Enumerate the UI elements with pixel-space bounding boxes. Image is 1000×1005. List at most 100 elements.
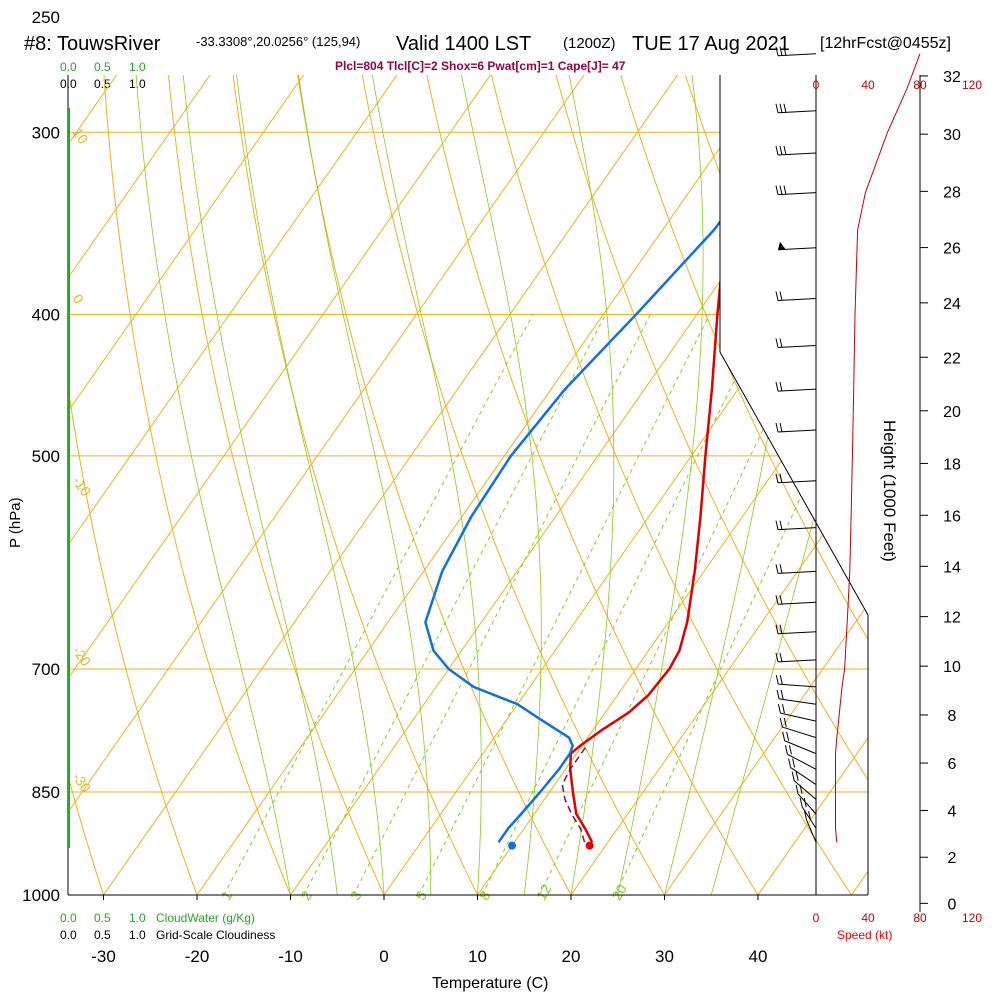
speed-tick-label-top: 120 xyxy=(962,78,982,92)
wind-barb-feather xyxy=(792,772,794,781)
surface-dewpoint-dot xyxy=(508,842,516,850)
mixing-ratio-line xyxy=(419,315,710,895)
speed-tick-label-bottom: 80 xyxy=(913,911,927,925)
dry-adiabat-line xyxy=(223,0,478,895)
temperature-tick-label: 40 xyxy=(749,947,768,966)
wind-barb-feather xyxy=(776,474,778,483)
isotherm-line xyxy=(0,0,194,895)
wind-barb-feather xyxy=(785,745,787,754)
pressure-tick-label: 400 xyxy=(32,306,60,325)
cloudwater-tick: 1.0 xyxy=(129,911,146,925)
pressure-tick-label: 250 xyxy=(32,8,60,27)
upper-mask xyxy=(720,75,880,615)
cloudiness-tick: 0.0 xyxy=(60,77,77,91)
dry-adiabat-line xyxy=(161,0,384,895)
temperature-tick-label: 30 xyxy=(655,947,674,966)
mixing-ratio-line xyxy=(353,315,650,895)
isotherm-line xyxy=(104,0,756,895)
speed-axis-title: Speed (kt) xyxy=(837,928,892,942)
height-tick-label: 28 xyxy=(943,184,961,201)
station-title: #8: TouwsRiver xyxy=(24,33,161,55)
mixing-ratio-label: 20 xyxy=(608,881,630,903)
temperature-axis-title: Temperature (C) xyxy=(432,975,548,992)
pressure-tick-label: 850 xyxy=(32,783,60,802)
height-tick-label: 26 xyxy=(943,241,961,258)
isotherm-label: -10 xyxy=(70,473,95,499)
dry-adiabat-line xyxy=(0,0,10,895)
wind-barb-shaft xyxy=(778,528,816,530)
wind-barb-feather xyxy=(776,521,778,530)
dry-adiabat-line xyxy=(37,0,197,895)
cloudwater-tick: 0.0 xyxy=(60,911,77,925)
height-tick-label: 6 xyxy=(948,756,957,773)
height-tick-label: 20 xyxy=(943,404,961,421)
wind-barb-feather xyxy=(781,690,783,699)
cloud-bottom-labels: 0.0 0.5 1.0 CloudWater (g/Kg) 0.0 0.5 1.… xyxy=(60,911,275,942)
wind-barb-feather xyxy=(780,595,782,604)
speed-tick-label-bottom: 40 xyxy=(861,911,875,925)
isotherm-label: 10 xyxy=(70,125,92,147)
height-tick-label: 8 xyxy=(948,708,957,725)
cloudiness-title: Grid-Scale Cloudiness xyxy=(156,928,275,942)
wind-barb-feather xyxy=(780,653,782,662)
utc-time: (1200Z) xyxy=(563,35,616,52)
stability-indices: Plcl=804 Tlcl[C]=2 Shox=6 Pwat[cm]=1 Cap… xyxy=(335,59,626,73)
temperature-tick-label: 10 xyxy=(468,947,487,966)
temperature-tick-label: -20 xyxy=(185,947,210,966)
cloudiness-tick: 0.0 xyxy=(60,928,77,942)
pressure-ticks: 250 300 400 500 700 850 1000 xyxy=(22,8,60,905)
height-axis-title: Height (1000 Feet) xyxy=(880,420,899,562)
wind-barb-shaft xyxy=(780,713,816,721)
cloudiness-tick: 0.5 xyxy=(94,928,111,942)
isotherm-line xyxy=(384,0,1000,895)
wind-barb-feather xyxy=(780,718,782,727)
wind-barb-feather xyxy=(789,745,791,754)
wind-barb-feather xyxy=(787,732,789,741)
wind-barb-shaft xyxy=(785,741,816,754)
cloudwater-tick: 0.5 xyxy=(94,911,111,925)
height-tick-label: 30 xyxy=(943,127,961,144)
height-tick-label: 10 xyxy=(943,659,961,676)
wind-barb-feather xyxy=(776,564,778,573)
height-tick-label: 0 xyxy=(948,896,957,913)
forecast-label: [12hrFcst@0455z] xyxy=(820,35,951,52)
moist-adiabat-line xyxy=(441,0,541,895)
cloudiness-tick: 1.0 xyxy=(129,928,146,942)
height-tick-label: 32 xyxy=(943,69,961,86)
pressure-tick-label: 300 xyxy=(32,123,60,142)
wind-barb-feather xyxy=(778,704,780,713)
wind-barb-feather xyxy=(796,785,798,794)
speed-tick-label-bottom: 120 xyxy=(962,911,982,925)
wind-barb-feather xyxy=(780,521,782,530)
isotherm-label: -30 xyxy=(70,770,95,796)
wind-barb-feather xyxy=(789,759,791,768)
moist-adiabat-line xyxy=(226,0,385,895)
moist-adiabat-line xyxy=(175,0,338,895)
height-tick-label: 14 xyxy=(943,559,961,576)
wind-barb-shaft xyxy=(778,602,816,604)
pressure-tick-label: 700 xyxy=(32,660,60,679)
pressure-tick-label: 1000 xyxy=(22,886,60,905)
isotherm-line xyxy=(0,0,7,895)
height-tick-label: 12 xyxy=(943,610,961,627)
moist-adiabat-line xyxy=(618,0,703,895)
wind-barb-feather xyxy=(777,690,779,699)
mixing-ratio-line xyxy=(224,315,533,895)
speed-tick-label-top: 80 xyxy=(913,78,927,92)
speed-tick-label-top: 40 xyxy=(861,78,875,92)
wind-barb-feather xyxy=(782,704,784,713)
wind-barb-feather xyxy=(800,798,802,807)
cloudwater-top-labels: 0.0 0.5 1.0 0.0 0.5 1.0 xyxy=(60,60,146,91)
wind-barb-feather xyxy=(783,732,785,741)
wind-barb-shaft xyxy=(791,768,816,785)
pressure-tick-label: 500 xyxy=(32,447,60,466)
valid-date: TUE 17 Aug 2021 xyxy=(632,33,790,55)
height-tick-label: 16 xyxy=(943,508,961,525)
height-tick-label: 2 xyxy=(948,850,957,867)
temperature-tick-label: 0 xyxy=(379,947,388,966)
wind-barb-feather xyxy=(780,675,782,684)
cloudwater-title: CloudWater (g/Kg) xyxy=(156,911,255,925)
height-tick-label: 22 xyxy=(943,350,961,367)
